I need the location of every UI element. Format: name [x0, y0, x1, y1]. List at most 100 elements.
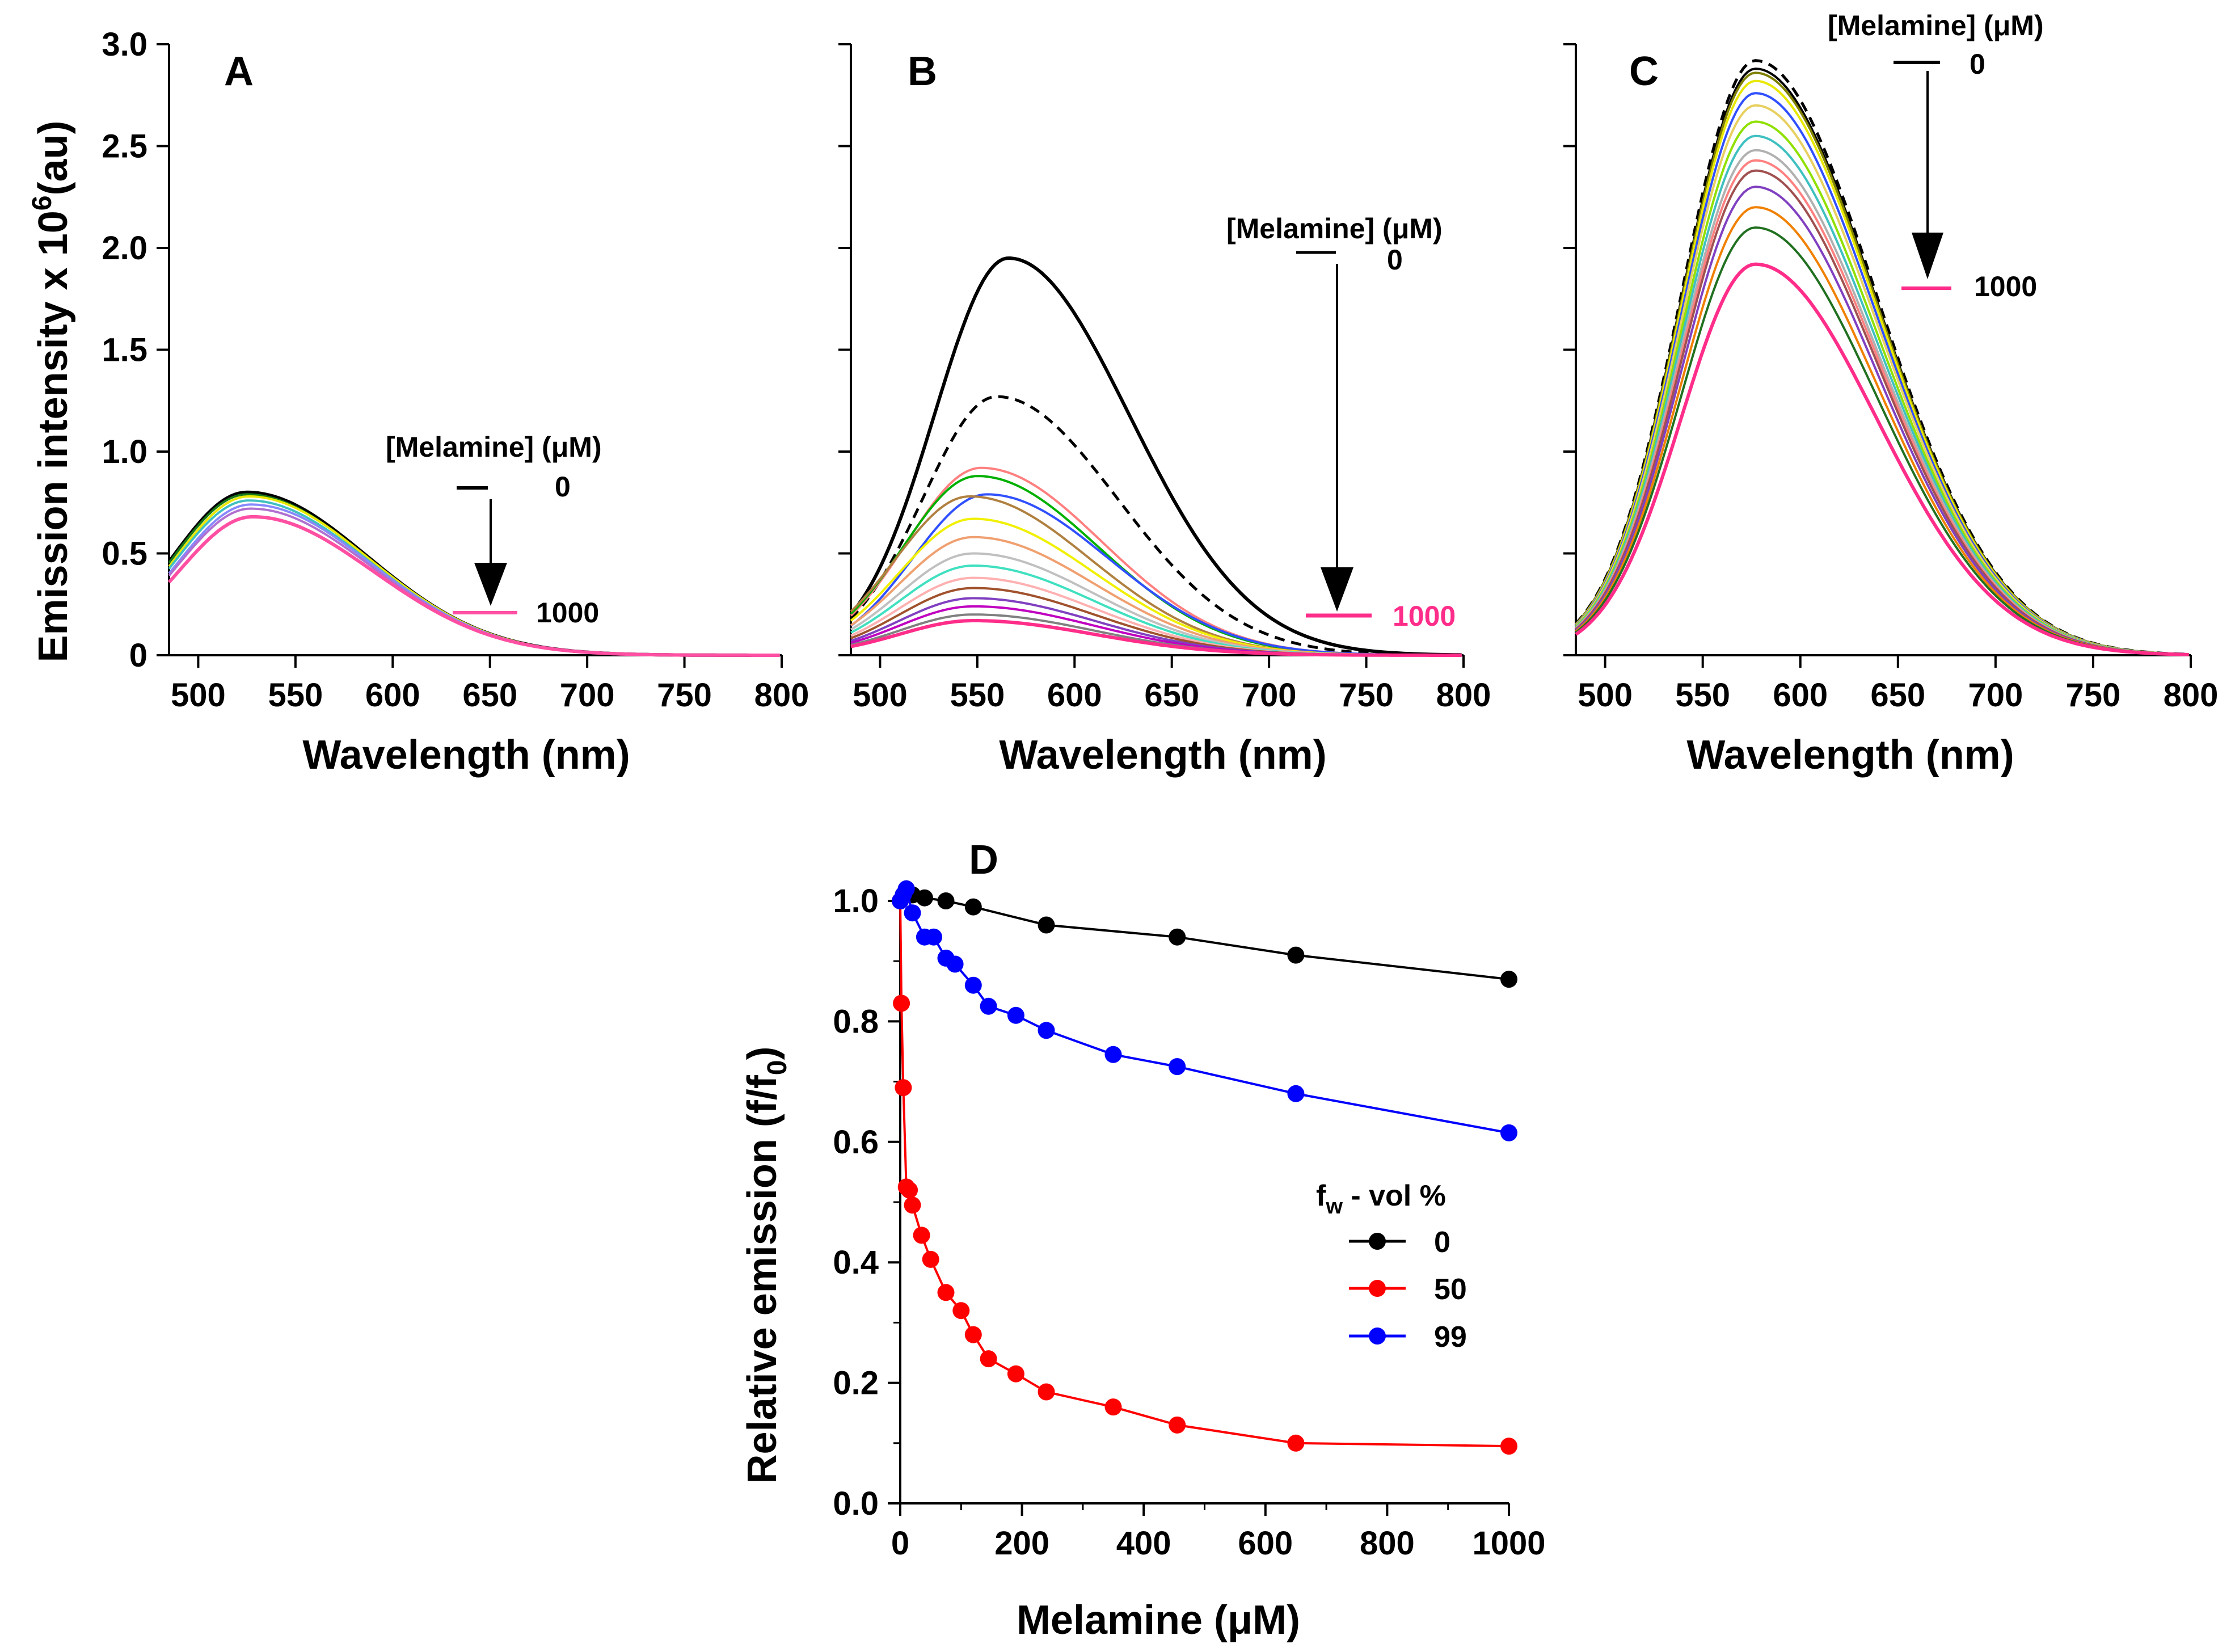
panel-d-series-line-50 — [899, 900, 1509, 1448]
panel-d-series-line-99 — [899, 886, 1509, 1134]
panel-d-y-tick-label-0: 0.0 — [833, 1485, 879, 1522]
panel-b-x-tick-label-5: 750 — [1339, 677, 1394, 714]
panel-d-legend-label-1: 50 — [1434, 1273, 1467, 1306]
panel-a-x-tick-label-0: 500 — [171, 677, 226, 714]
panel-b-x-tick-label-4: 700 — [1242, 677, 1297, 714]
panel-d-point-50-5 — [904, 1196, 921, 1214]
panel-d-point-99-15 — [1500, 1124, 1517, 1141]
panel-d-point-0-8 — [1169, 928, 1186, 946]
panel-c-x-tick-label-4: 700 — [1968, 677, 2023, 714]
panel-d-point-0-10 — [1500, 971, 1517, 988]
panel-d-point-50-16 — [1287, 1434, 1305, 1452]
panel-d-label: D — [969, 837, 998, 883]
panel-b-x-tick-label-6: 800 — [1436, 677, 1491, 714]
panel-d-point-50-4 — [901, 1181, 918, 1199]
panel-d-point-99-7 — [946, 955, 964, 973]
panel-d-x-tick-label-2: 400 — [1116, 1525, 1171, 1562]
panel-c-x-tick-label-3: 650 — [1870, 677, 1925, 714]
panel-a-y-label-tail: (au) — [31, 121, 76, 196]
panel-b-anno-end-label: 1000 — [1393, 600, 1456, 632]
panel-a-y-tick-label-1: 0.5 — [102, 536, 147, 572]
panel-d-legend-marker-2 — [1369, 1328, 1386, 1345]
panel-b-label: B — [908, 49, 937, 94]
panel-d-point-0-7 — [1038, 916, 1055, 934]
panel-d-x-tick-label-1: 200 — [994, 1525, 1049, 1562]
panel-c: 500 550 600 650 700 750 800 C Wavelength (nm) … — [1563, 10, 2218, 778]
panel-d-x-axis-label: Melamine (μM) — [1017, 1598, 1300, 1643]
panel-d-legend: fw - vol % 0 50 99 — [1316, 1179, 1467, 1354]
panel-b-anno-title: [Melamine] (μM) — [1226, 213, 1443, 245]
panel-a-anno-arrow-head — [474, 563, 507, 606]
panel-d-point-99-8 — [964, 976, 982, 994]
panel-d-point-50-8 — [937, 1284, 955, 1301]
panel-a-anno-title: [Melamine] (μM) — [386, 431, 602, 463]
panel-a-annotation: [Melamine] (μM) 0 1000 — [386, 431, 602, 629]
panel-d-y-tick-label-4: 0.8 — [833, 1003, 879, 1040]
panel-d-point-50-11 — [980, 1350, 997, 1368]
panel-d-point-0-6 — [964, 898, 982, 916]
panel-d-x-tick-label-0: 0 — [891, 1525, 909, 1562]
panel-d-point-99-13 — [1169, 1058, 1186, 1076]
panel-c-x-axis-label: Wavelength (nm) — [1686, 732, 2014, 778]
panel-d-point-99-10 — [1007, 1006, 1024, 1024]
panel-d-y-axis-label: Relative emission (f/f0) — [740, 1047, 792, 1484]
panel-d-point-50-14 — [1104, 1398, 1122, 1416]
panel-d-point-50-17 — [1500, 1438, 1517, 1455]
panel-a-y-tick-label-0: 0 — [129, 637, 147, 674]
panel-d: 0 200 400 600 800 1000 0.0 0.2 0.4 0.6 0.8 1.0 D Me… — [740, 837, 1546, 1643]
panel-d-y-tick-label-5: 1.0 — [833, 883, 879, 920]
panel-b-x-tick-label-0: 500 — [853, 677, 908, 714]
panel-c-anno-start-label: 0 — [1970, 48, 1985, 80]
panel-c-anno-title: [Melamine] (μM) — [1828, 10, 2044, 41]
panel-d-legend-title-main: f — [1316, 1179, 1326, 1212]
panel-a: 500 550 600 650 700 750 800 0 0.5 1.0 1.5 2.0 2.5 3.0… — [27, 26, 809, 778]
panel-a-anno-start-label: 0 — [555, 471, 571, 503]
panel-d-point-99-12 — [1104, 1046, 1122, 1063]
panel-c-anno-end-label: 1000 — [1974, 271, 2037, 302]
panel-c-label: C — [1629, 49, 1659, 94]
panel-d-point-0-4 — [916, 889, 933, 907]
panel-d-x-tick-label-4: 800 — [1360, 1525, 1415, 1562]
panel-a-anno-end-label: 1000 — [536, 597, 599, 629]
panel-b-curve-0 — [849, 256, 1462, 657]
panel-a-y-tick-label-3: 1.5 — [102, 332, 147, 369]
panel-d-legend-entry-2: 99 — [1349, 1321, 1467, 1354]
panel-a-x-tick-label-5: 750 — [657, 677, 712, 714]
panel-b-anno-arrow-head — [1321, 567, 1353, 612]
panel-c-curve-14 — [1575, 262, 2189, 656]
panel-a-y-tick-label-6: 3.0 — [102, 26, 147, 63]
panel-d-point-0-9 — [1287, 946, 1305, 964]
panel-b-annotation: [Melamine] (μM) 0 1000 — [1226, 213, 1456, 632]
panel-b-curve-1 — [850, 395, 1462, 657]
panel-c-x-tick-label-6: 800 — [2164, 677, 2219, 714]
panel-d-legend-title-sub: w — [1325, 1195, 1343, 1219]
panel-b: 500 550 600 650 700 750 800 B Wavelength (nm) … — [838, 43, 1491, 778]
panel-b-x-axis-label: Wavelength (nm) — [999, 732, 1326, 778]
panel-d-legend-title: fw - vol % — [1316, 1179, 1446, 1219]
panel-d-y-label-tail: ) — [740, 1047, 785, 1060]
panel-a-curve-6 — [167, 515, 780, 657]
panel-d-point-0-5 — [937, 892, 955, 909]
panel-a-y-label-main: Emission intensity x 10 — [31, 210, 76, 662]
panel-d-x-tick-label-3: 600 — [1238, 1525, 1293, 1562]
panel-d-legend-title-tail: - vol % — [1343, 1179, 1446, 1212]
panel-d-legend-marker-0 — [1369, 1233, 1386, 1250]
panel-d-point-99-11 — [1038, 1022, 1055, 1039]
panel-d-y-tick-label-2: 0.4 — [833, 1244, 879, 1281]
panel-a-label: A — [224, 49, 254, 94]
panel-d-point-99-2 — [897, 880, 915, 897]
panel-d-point-99-3 — [904, 904, 921, 922]
panel-d-point-50-9 — [952, 1302, 970, 1320]
panel-a-y-axis-label: Emission intensity x 106(au) — [27, 121, 76, 663]
panel-d-point-99-5 — [925, 928, 942, 946]
panel-b-anno-start-label: 0 — [1387, 244, 1403, 276]
panel-c-x-tick-label-1: 550 — [1675, 677, 1730, 714]
panel-c-x-tick-label-0: 500 — [1578, 677, 1633, 714]
panel-d-y-label-sub: 0 — [762, 1060, 792, 1076]
panel-d-legend-label-2: 99 — [1434, 1321, 1467, 1354]
panel-d-legend-entry-1: 50 — [1349, 1273, 1467, 1306]
panel-d-point-50-12 — [1007, 1365, 1024, 1383]
panel-d-point-50-6 — [913, 1227, 930, 1244]
panel-c-anno-arrow-head — [1912, 233, 1943, 279]
